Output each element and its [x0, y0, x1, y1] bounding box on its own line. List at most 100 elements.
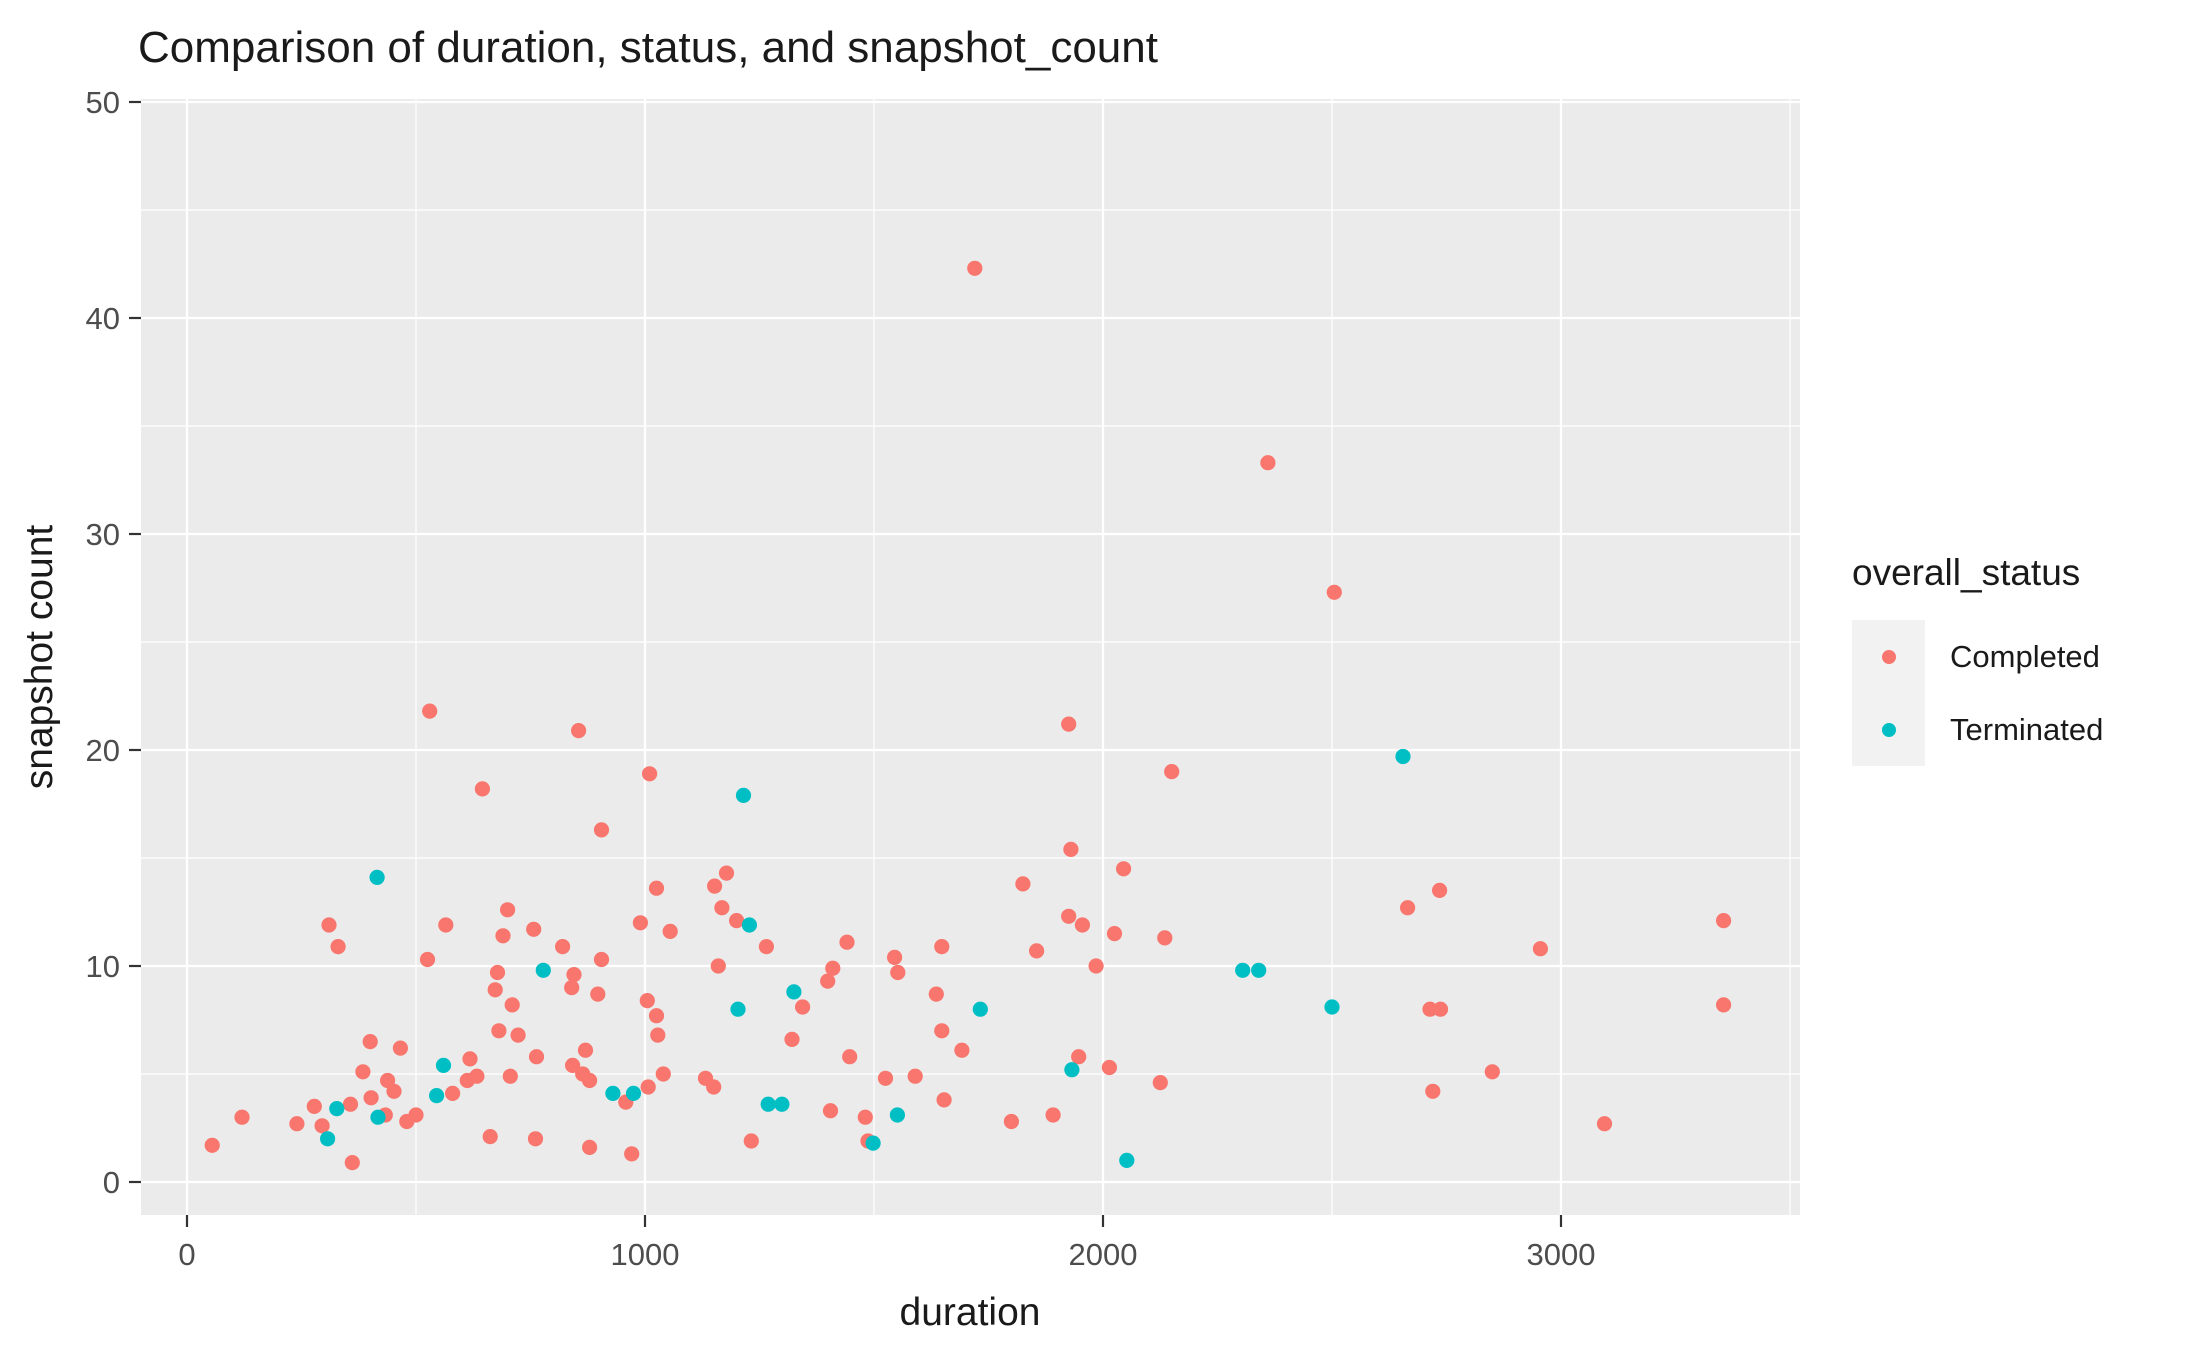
data-point-terminated	[889, 1107, 906, 1123]
data-point-completed	[555, 939, 571, 955]
y-tick-label: 40	[86, 301, 120, 336]
data-point-completed	[582, 1139, 598, 1155]
x-tick-label: 0	[178, 1237, 195, 1272]
data-point-completed	[928, 986, 944, 1002]
data-point-completed	[1157, 930, 1173, 946]
data-point-completed	[582, 1072, 598, 1089]
data-point-completed	[1422, 1001, 1438, 1017]
data-point-completed	[1116, 861, 1132, 877]
data-point-terminated	[1235, 962, 1251, 978]
data-point-completed	[445, 1085, 461, 1101]
legend-key	[1852, 693, 1925, 766]
data-point-completed	[632, 915, 649, 931]
data-point-completed	[487, 982, 503, 998]
data-point-completed	[650, 1027, 666, 1043]
data-point-completed	[489, 964, 506, 981]
data-point-terminated	[730, 1001, 746, 1017]
data-point-completed	[321, 917, 337, 933]
data-point-terminated	[1251, 962, 1267, 978]
data-point-completed	[839, 934, 855, 950]
data-point-completed	[577, 1042, 594, 1058]
data-point-completed	[528, 1049, 545, 1065]
data-point-terminated	[1324, 999, 1340, 1015]
data-point-completed	[624, 1146, 640, 1162]
data-point-completed	[1045, 1107, 1061, 1123]
data-point-completed	[462, 1051, 478, 1067]
y-tick-label: 30	[86, 517, 120, 552]
major-gridlines	[141, 99, 1800, 1215]
data-point-completed	[355, 1064, 371, 1080]
data-point-completed	[1400, 900, 1416, 916]
data-point-completed	[743, 1133, 759, 1149]
legend-title: overall_status	[1852, 552, 2081, 593]
data-point-completed	[825, 960, 841, 976]
data-point-completed	[842, 1049, 858, 1065]
data-point-completed	[363, 1090, 379, 1106]
data-point-completed	[640, 1079, 656, 1095]
data-point-terminated	[786, 984, 802, 1000]
data-point-completed	[707, 878, 723, 894]
data-point-terminated	[429, 1088, 445, 1104]
data-point-terminated	[369, 869, 385, 886]
data-point-completed	[1716, 913, 1732, 929]
data-point-completed	[714, 900, 730, 916]
data-point-completed	[289, 1116, 305, 1132]
data-point-terminated	[625, 1085, 642, 1101]
data-point-terminated	[1119, 1152, 1135, 1168]
data-point-completed	[342, 1096, 359, 1112]
legend-entry-terminated: Terminated	[1852, 693, 2103, 766]
legend-key	[1852, 620, 1925, 693]
data-points	[204, 260, 1732, 1171]
data-point-terminated	[760, 1096, 776, 1112]
data-point-terminated	[972, 1001, 988, 1017]
data-point-completed	[907, 1068, 923, 1084]
data-point-completed	[500, 902, 516, 918]
data-point-terminated	[535, 962, 551, 978]
data-point-completed	[593, 951, 610, 968]
y-tick-label: 0	[103, 1165, 120, 1200]
data-point-completed	[495, 928, 511, 944]
data-point-completed	[504, 997, 520, 1013]
legend-entry-completed: Completed	[1852, 620, 2103, 693]
minor-gridlines	[141, 99, 1800, 1215]
data-point-completed	[1029, 943, 1045, 959]
data-point-completed	[527, 1131, 544, 1147]
tick-labels: 0 1000 2000 3000 0 10 20 30 40 50	[86, 85, 1596, 1272]
data-point-completed	[1596, 1116, 1613, 1132]
data-point-completed	[729, 913, 745, 929]
data-point-completed	[967, 260, 983, 276]
data-point-completed	[590, 986, 606, 1002]
data-point-completed	[1061, 908, 1077, 924]
legend-dot-completed-icon	[1881, 649, 1896, 664]
data-point-completed	[1061, 716, 1077, 732]
data-point-completed	[1101, 1059, 1117, 1076]
data-point-completed	[820, 973, 836, 989]
data-point-completed	[642, 766, 658, 782]
data-point-completed	[419, 951, 436, 968]
data-point-terminated	[329, 1101, 345, 1117]
data-point-completed	[502, 1068, 518, 1084]
data-point-completed	[758, 939, 775, 955]
data-point-completed	[639, 993, 655, 1009]
data-point-completed	[718, 865, 735, 881]
x-tick-label: 2000	[1069, 1237, 1138, 1272]
data-point-completed	[1532, 941, 1548, 957]
plot-panel	[141, 99, 1800, 1215]
data-point-completed	[857, 1109, 873, 1125]
data-point-completed	[204, 1137, 220, 1153]
data-point-completed	[469, 1068, 485, 1084]
data-point-terminated	[774, 1096, 790, 1112]
data-point-completed	[526, 921, 542, 937]
data-point-completed	[482, 1129, 498, 1145]
data-point-completed	[1260, 455, 1276, 471]
data-point-completed	[887, 949, 903, 966]
data-point-completed	[438, 917, 454, 933]
data-point-terminated	[435, 1057, 452, 1073]
data-point-completed	[954, 1042, 970, 1058]
data-point-completed	[1071, 1049, 1087, 1065]
data-point-completed	[1432, 882, 1448, 899]
data-point-completed	[422, 703, 438, 719]
data-point-completed	[1106, 926, 1123, 942]
